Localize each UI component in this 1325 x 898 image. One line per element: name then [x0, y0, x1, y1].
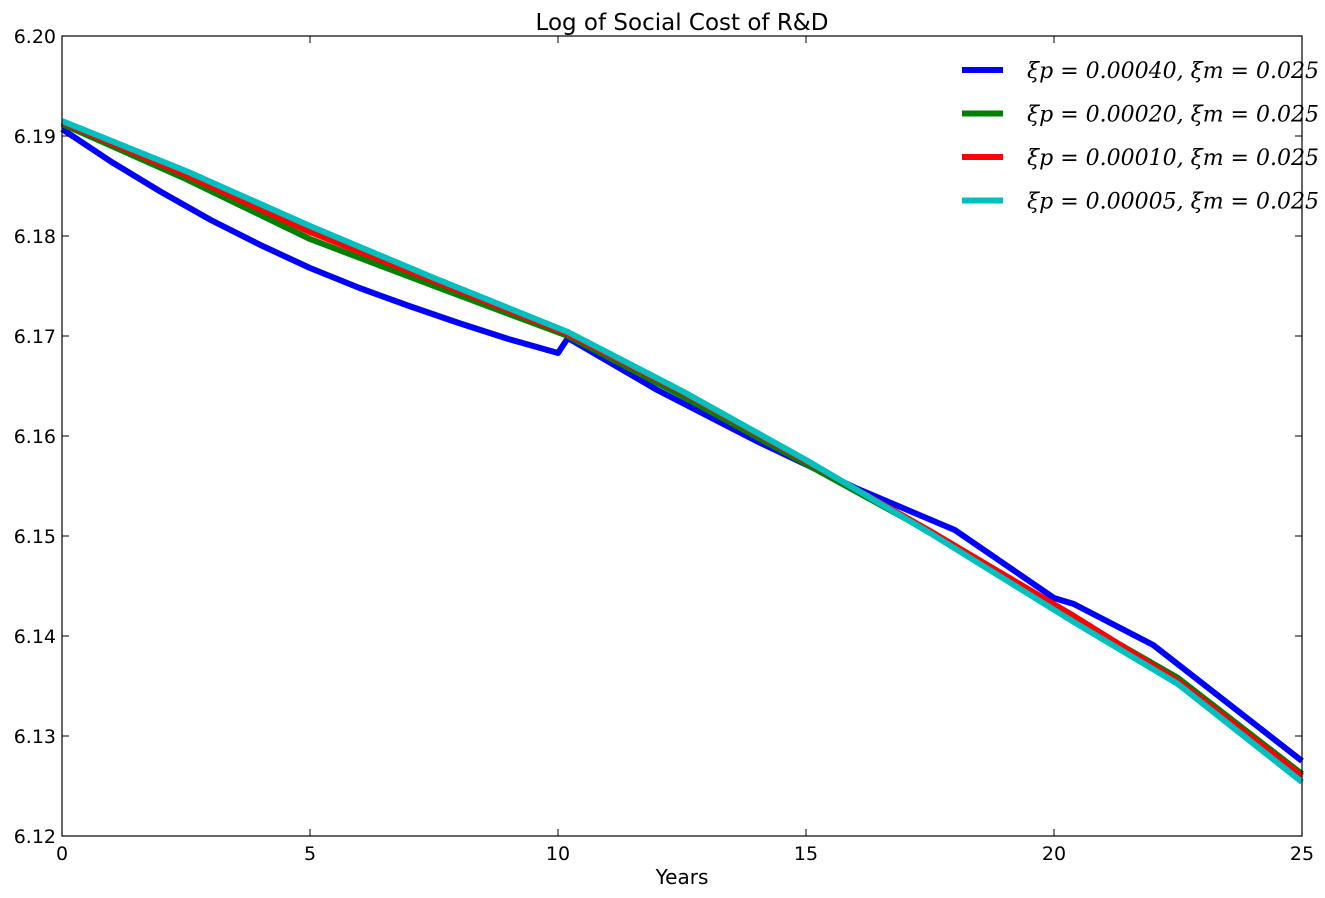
- legend-label-2: ξp = 0.00020, ξm = 0.025: [1027, 103, 1319, 128]
- x-tick-label: 0: [56, 843, 68, 865]
- series-line-3: [60, 119, 1304, 779]
- legend-label-4: ξp = 0.00005, ξm = 0.025: [1027, 190, 1319, 215]
- y-tick-label: 6.20: [14, 26, 56, 48]
- series-line-2: [60, 121, 1304, 777]
- legend-label-1: ξp = 0.00040, ξm = 0.025: [1027, 59, 1319, 84]
- x-axis-title: Years: [655, 865, 709, 889]
- legend-label-3: ξp = 0.00010, ξm = 0.025: [1027, 146, 1319, 171]
- chart-title: Log of Social Cost of R&D: [536, 10, 829, 36]
- x-tick-label: 25: [1290, 843, 1314, 865]
- y-tick-label: 6.13: [14, 726, 56, 748]
- y-tick-label: 6.15: [14, 526, 56, 548]
- legend: ξp = 0.00040, ξm = 0.025 ξp = 0.00020, ξm…: [962, 59, 1319, 215]
- y-tick-label: 6.18: [14, 226, 56, 248]
- x-tick-label: 10: [546, 843, 570, 865]
- y-tick-label: 6.12: [14, 826, 56, 848]
- x-tick-label: 15: [794, 843, 818, 865]
- y-tick-label: 6.17: [14, 326, 56, 348]
- y-axis-ticks: 6.12 6.13 6.14 6.15 6.16 6.17 6.18 6.19 6.20: [14, 26, 1302, 848]
- series-line-4: [60, 118, 1304, 785]
- y-tick-label: 6.16: [14, 426, 56, 448]
- x-axis-ticks: 0 5 10 15 20 25: [56, 36, 1314, 865]
- y-tick-label: 6.14: [14, 626, 56, 648]
- series-line-1: [60, 126, 1304, 764]
- y-tick-label: 6.19: [14, 126, 56, 148]
- plot-lines: [60, 118, 1304, 785]
- x-tick-label: 5: [304, 843, 316, 865]
- x-tick-label: 20: [1042, 843, 1066, 865]
